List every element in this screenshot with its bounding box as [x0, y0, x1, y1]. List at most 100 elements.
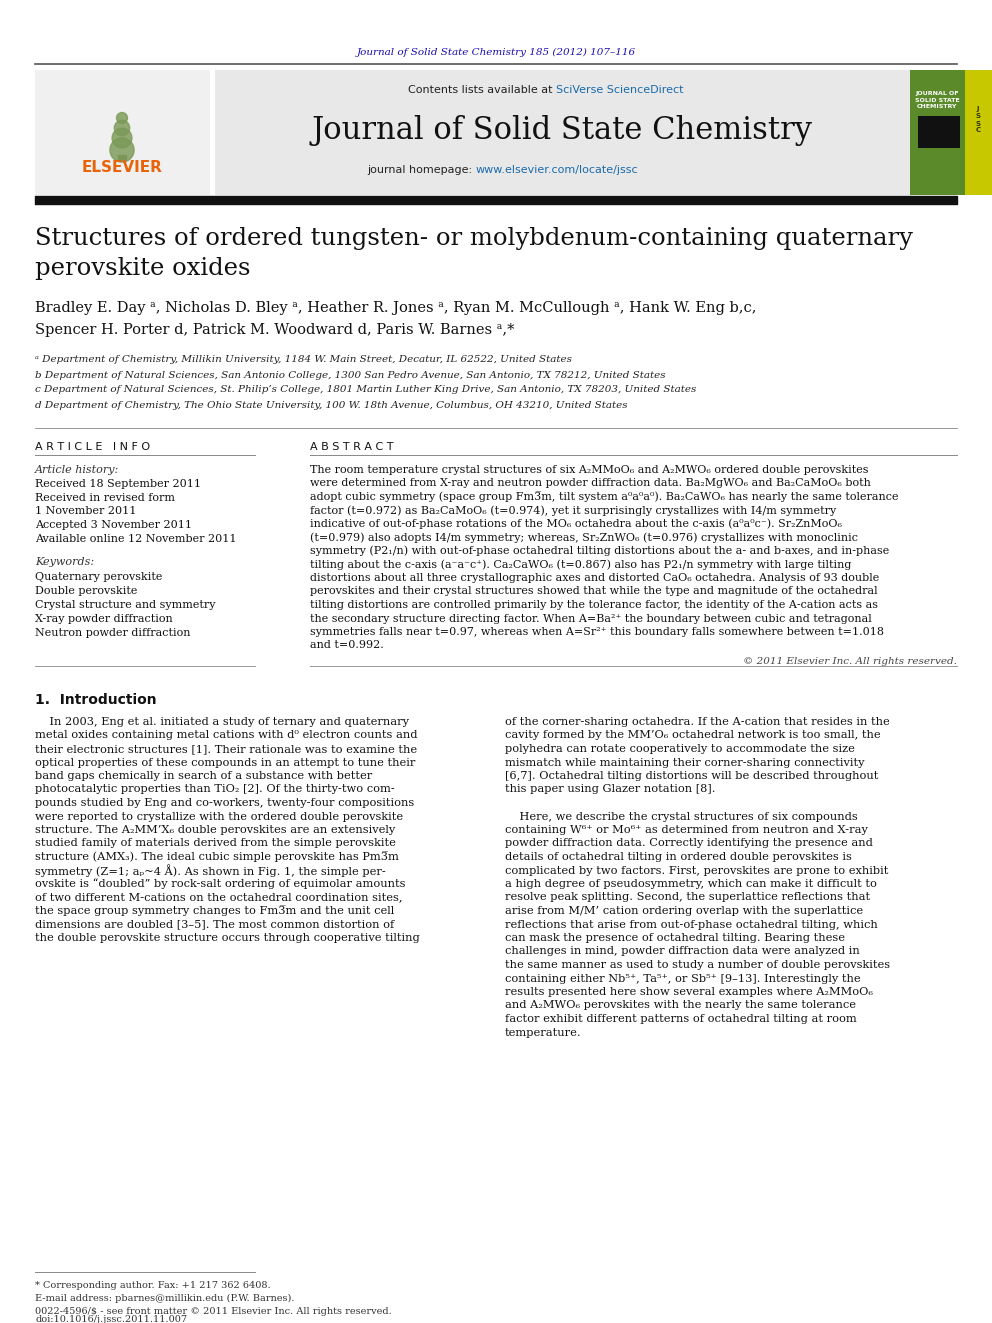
Text: photocatalytic properties than TiO₂ [2]. Of the thirty-two com-: photocatalytic properties than TiO₂ [2].…: [35, 785, 395, 795]
Circle shape: [112, 128, 132, 148]
Text: and A₂MWO₆ perovskites with the nearly the same tolerance: and A₂MWO₆ perovskites with the nearly t…: [505, 1000, 856, 1011]
Circle shape: [110, 138, 134, 163]
Text: the double perovskite structure occurs through cooperative tilting: the double perovskite structure occurs t…: [35, 933, 420, 943]
Text: www.elsevier.com/locate/jssc: www.elsevier.com/locate/jssc: [476, 165, 639, 175]
Text: 1.  Introduction: 1. Introduction: [35, 693, 157, 706]
Text: results presented here show several examples where A₂MMoO₆: results presented here show several exam…: [505, 987, 873, 998]
Text: Double perovskite: Double perovskite: [35, 586, 137, 595]
Text: In 2003, Eng et al. initiated a study of ternary and quaternary: In 2003, Eng et al. initiated a study of…: [35, 717, 409, 728]
Text: the secondary structure directing factor. When A=Ba²⁺ the boundary between cubic: the secondary structure directing factor…: [310, 614, 872, 623]
Text: factor (t=0.972) as Ba₂CaMoO₆ (t=0.974), yet it surprisingly crystallizes with I: factor (t=0.972) as Ba₂CaMoO₆ (t=0.974),…: [310, 505, 836, 516]
Text: temperature.: temperature.: [505, 1028, 581, 1037]
Text: Bradley E. Day ᵃ, Nicholas D. Bley ᵃ, Heather R. Jones ᵃ, Ryan M. McCullough ᵃ, : Bradley E. Day ᵃ, Nicholas D. Bley ᵃ, He…: [35, 302, 757, 315]
Text: © 2011 Elsevier Inc. All rights reserved.: © 2011 Elsevier Inc. All rights reserved…: [743, 656, 957, 665]
Text: (t=0.979) also adopts I4/m symmetry; whereas, Sr₂ZnWO₆ (t=0.976) crystallizes wi: (t=0.979) also adopts I4/m symmetry; whe…: [310, 532, 858, 542]
Text: Here, we describe the crystal structures of six compounds: Here, we describe the crystal structures…: [505, 811, 858, 822]
Text: of two different M-cations on the octahedral coordination sites,: of two different M-cations on the octahe…: [35, 893, 403, 902]
Text: Structures of ordered tungsten- or molybdenum-containing quaternary: Structures of ordered tungsten- or molyb…: [35, 226, 913, 250]
FancyBboxPatch shape: [910, 70, 992, 194]
Text: details of octahedral tilting in ordered double perovskites is: details of octahedral tilting in ordered…: [505, 852, 852, 863]
Text: b Department of Natural Sciences, San Antonio College, 1300 San Pedro Avenue, Sa: b Department of Natural Sciences, San An…: [35, 370, 666, 380]
Text: containing W⁶⁺ or Mo⁶⁺ as determined from neutron and X-ray: containing W⁶⁺ or Mo⁶⁺ as determined fro…: [505, 826, 868, 835]
Text: E-mail address: pbarnes@millikin.edu (P.W. Barnes).: E-mail address: pbarnes@millikin.edu (P.…: [35, 1294, 295, 1303]
Text: complicated by two factors. First, perovskites are prone to exhibit: complicated by two factors. First, perov…: [505, 865, 889, 876]
Text: indicative of out-of-phase rotations of the MO₆ octahedra about the c-axis (a⁰a⁰: indicative of out-of-phase rotations of …: [310, 519, 842, 529]
Circle shape: [116, 112, 128, 123]
Text: ᵃ Department of Chemistry, Millikin University, 1184 W. Main Street, Decatur, IL: ᵃ Department of Chemistry, Millikin Univ…: [35, 356, 572, 365]
Text: their electronic structures [1]. Their rationale was to examine the: their electronic structures [1]. Their r…: [35, 744, 417, 754]
FancyBboxPatch shape: [965, 70, 992, 194]
Circle shape: [114, 120, 130, 136]
Text: Received in revised form: Received in revised form: [35, 493, 175, 503]
Text: Neutron powder diffraction: Neutron powder diffraction: [35, 628, 190, 638]
Text: polyhedra can rotate cooperatively to accommodate the size: polyhedra can rotate cooperatively to ac…: [505, 744, 855, 754]
Text: c Department of Natural Sciences, St. Philip’s College, 1801 Martin Luther King : c Department of Natural Sciences, St. Ph…: [35, 385, 696, 394]
Text: were determined from X-ray and neutron powder diffraction data. Ba₂MgWO₆ and Ba₂: were determined from X-ray and neutron p…: [310, 479, 871, 488]
Text: Article history:: Article history:: [35, 464, 119, 475]
FancyBboxPatch shape: [215, 70, 910, 194]
Text: containing either Nb⁵⁺, Ta⁵⁺, or Sb⁵⁺ [9–13]. Interestingly the: containing either Nb⁵⁺, Ta⁵⁺, or Sb⁵⁺ [9…: [505, 974, 861, 983]
Text: and t=0.992.: and t=0.992.: [310, 640, 384, 651]
Text: arise from M/M’ cation ordering overlap with the superlattice: arise from M/M’ cation ordering overlap …: [505, 906, 863, 916]
Text: Journal of Solid State Chemistry 185 (2012) 107–116: Journal of Solid State Chemistry 185 (20…: [356, 48, 636, 57]
Text: symmetry (P2₁/n) with out-of-phase octahedral tilting distortions about the a- a: symmetry (P2₁/n) with out-of-phase octah…: [310, 545, 889, 556]
Text: The room temperature crystal structures of six A₂MMoO₆ and A₂MWO₆ ordered double: The room temperature crystal structures …: [310, 464, 869, 475]
Text: X-ray powder diffraction: X-ray powder diffraction: [35, 614, 173, 624]
Text: reflections that arise from out-of-phase octahedral tilting, which: reflections that arise from out-of-phase…: [505, 919, 878, 930]
Text: cavity formed by the MM’O₆ octahedral network is too small, the: cavity formed by the MM’O₆ octahedral ne…: [505, 730, 881, 741]
Text: tilting about the c-axis (a⁻a⁻c⁺). Ca₂CaWO₆ (t=0.867) also has P2₁/n symmetry wi: tilting about the c-axis (a⁻a⁻c⁺). Ca₂Ca…: [310, 560, 851, 570]
Text: tilting distortions are controlled primarily by the tolerance factor, the identi: tilting distortions are controlled prima…: [310, 601, 878, 610]
Text: journal homepage:: journal homepage:: [367, 165, 476, 175]
Text: * Corresponding author. Fax: +1 217 362 6408.: * Corresponding author. Fax: +1 217 362 …: [35, 1281, 271, 1290]
FancyBboxPatch shape: [918, 116, 960, 148]
Text: symmetries falls near t=0.97, whereas when A=Sr²⁺ this boundary falls somewhere : symmetries falls near t=0.97, whereas wh…: [310, 627, 884, 636]
Text: symmetry (Z=1; aₚ~4 Å). As shown in Fig. 1, the simple per-: symmetry (Z=1; aₚ~4 Å). As shown in Fig.…: [35, 864, 386, 877]
Text: structure (AMX₃). The ideal cubic simple perovskite has Pm3̅m: structure (AMX₃). The ideal cubic simple…: [35, 852, 399, 863]
Text: Available online 12 November 2011: Available online 12 November 2011: [35, 534, 236, 544]
Text: the space group symmetry changes to Fm3̅m and the unit cell: the space group symmetry changes to Fm3̅…: [35, 906, 394, 917]
Text: A R T I C L E   I N F O: A R T I C L E I N F O: [35, 442, 150, 452]
Text: a high degree of pseudosymmetry, which can make it difficult to: a high degree of pseudosymmetry, which c…: [505, 878, 877, 889]
Text: J
S
S
C: J S S C: [975, 106, 980, 134]
Text: [6,7]. Octahedral tilting distortions will be described throughout: [6,7]. Octahedral tilting distortions wi…: [505, 771, 878, 781]
Text: pounds studied by Eng and co-workers, twenty-four compositions: pounds studied by Eng and co-workers, tw…: [35, 798, 415, 808]
Text: perovskites and their crystal structures showed that while the type and magnitud: perovskites and their crystal structures…: [310, 586, 878, 597]
Text: factor exhibit different patterns of octahedral tilting at room: factor exhibit different patterns of oct…: [505, 1013, 857, 1024]
Text: Accepted 3 November 2011: Accepted 3 November 2011: [35, 520, 192, 531]
Text: d Department of Chemistry, The Ohio State University, 100 W. 18th Avenue, Columb: d Department of Chemistry, The Ohio Stat…: [35, 401, 628, 410]
Text: were reported to crystallize with the ordered double perovskite: were reported to crystallize with the or…: [35, 811, 403, 822]
Text: powder diffraction data. Correctly identifying the presence and: powder diffraction data. Correctly ident…: [505, 839, 873, 848]
Text: mismatch while maintaining their corner-sharing connectivity: mismatch while maintaining their corner-…: [505, 758, 864, 767]
Text: Contents lists available at: Contents lists available at: [408, 85, 556, 95]
Text: Quaternary perovskite: Quaternary perovskite: [35, 572, 163, 582]
Text: JOURNAL OF
SOLID STATE
CHEMISTRY: JOURNAL OF SOLID STATE CHEMISTRY: [915, 91, 959, 108]
Text: the same manner as used to study a number of double perovskites: the same manner as used to study a numbe…: [505, 960, 890, 970]
Text: optical properties of these compounds in an attempt to tune their: optical properties of these compounds in…: [35, 758, 416, 767]
Text: of the corner-sharing octahedra. If the A-cation that resides in the: of the corner-sharing octahedra. If the …: [505, 717, 890, 728]
Text: A B S T R A C T: A B S T R A C T: [310, 442, 394, 452]
Text: studied family of materials derived from the simple perovskite: studied family of materials derived from…: [35, 839, 396, 848]
Text: can mask the presence of octahedral tilting. Bearing these: can mask the presence of octahedral tilt…: [505, 933, 845, 943]
Text: challenges in mind, powder diffraction data were analyzed in: challenges in mind, powder diffraction d…: [505, 946, 860, 957]
Text: dimensions are doubled [3–5]. The most common distortion of: dimensions are doubled [3–5]. The most c…: [35, 919, 394, 930]
Text: metal oxides containing metal cations with d⁰ electron counts and: metal oxides containing metal cations wi…: [35, 730, 418, 741]
Text: ELSEVIER: ELSEVIER: [81, 160, 163, 176]
Text: distortions about all three crystallographic axes and distorted CaO₆ octahedra. : distortions about all three crystallogra…: [310, 573, 879, 583]
Text: band gaps chemically in search of a substance with better: band gaps chemically in search of a subs…: [35, 771, 372, 781]
Text: doi:10.1016/j.jssc.2011.11.007: doi:10.1016/j.jssc.2011.11.007: [35, 1315, 187, 1323]
Text: Keywords:: Keywords:: [35, 557, 94, 568]
Text: ovskite is “doubled” by rock-salt ordering of equimolar amounts: ovskite is “doubled” by rock-salt orderi…: [35, 878, 406, 889]
Text: 1 November 2011: 1 November 2011: [35, 505, 136, 516]
Text: 0022-4596/$ - see front matter © 2011 Elsevier Inc. All rights reserved.: 0022-4596/$ - see front matter © 2011 El…: [35, 1307, 392, 1316]
Text: this paper using Glazer notation [8].: this paper using Glazer notation [8].: [505, 785, 715, 795]
Text: resolve peak splitting. Second, the superlattice reflections that: resolve peak splitting. Second, the supe…: [505, 893, 870, 902]
Text: SciVerse ScienceDirect: SciVerse ScienceDirect: [556, 85, 683, 95]
Text: adopt cubic symmetry (space group Fm3̅m, tilt system a⁰a⁰a⁰). Ba₂CaWO₆ has nearl: adopt cubic symmetry (space group Fm3̅m,…: [310, 492, 899, 503]
FancyBboxPatch shape: [35, 70, 210, 194]
Text: Received 18 September 2011: Received 18 September 2011: [35, 479, 201, 490]
Text: Spencer H. Porter d, Patrick M. Woodward d, Paris W. Barnes ᵃ,*: Spencer H. Porter d, Patrick M. Woodward…: [35, 323, 515, 337]
Text: perovskite oxides: perovskite oxides: [35, 257, 251, 279]
Text: structure. The A₂MM’X₆ double perovskites are an extensively: structure. The A₂MM’X₆ double perovskite…: [35, 826, 395, 835]
Text: Crystal structure and symmetry: Crystal structure and symmetry: [35, 601, 215, 610]
Text: Journal of Solid State Chemistry: Journal of Solid State Chemistry: [311, 115, 812, 146]
